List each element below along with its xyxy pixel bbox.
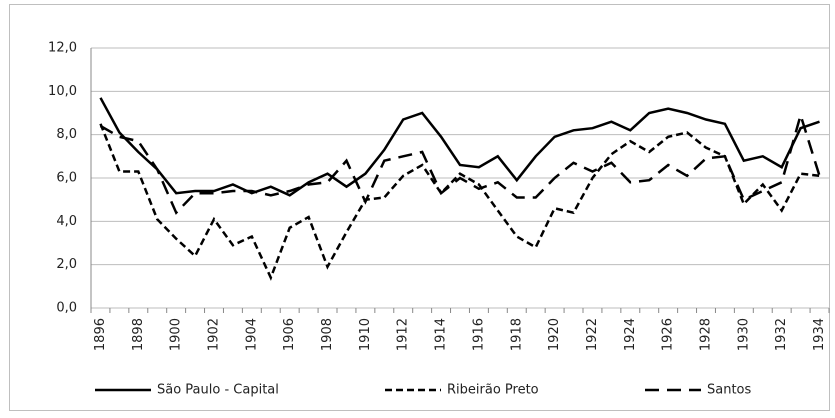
x-tick-label: 1920 bbox=[547, 318, 562, 351]
x-tick-label: 1904 bbox=[244, 318, 259, 351]
x-tick-label: 1932 bbox=[774, 318, 789, 351]
x-tick-label: 1906 bbox=[282, 318, 297, 351]
x-tick-label: 1896 bbox=[93, 318, 108, 351]
x-tick-label: 1910 bbox=[358, 318, 373, 351]
legend-label: Santos bbox=[707, 383, 752, 398]
series-line bbox=[99, 97, 820, 197]
chart-border bbox=[9, 4, 830, 411]
y-tick-label: 2,0 bbox=[56, 257, 77, 272]
series-line bbox=[99, 123, 820, 281]
x-tick-label: 1928 bbox=[699, 318, 714, 351]
y-tick-label: 10,0 bbox=[48, 84, 77, 99]
legend-label: Ribeirão Preto bbox=[447, 383, 539, 398]
legend-label: São Paulo - Capital bbox=[157, 383, 279, 398]
x-tick-label: 1934 bbox=[812, 318, 827, 351]
x-tick-label: 1926 bbox=[661, 318, 676, 351]
x-tick-label: 1898 bbox=[131, 318, 146, 351]
y-tick-label: 8,0 bbox=[56, 127, 77, 142]
x-tick-label: 1930 bbox=[736, 318, 751, 351]
x-tick-label: 1916 bbox=[471, 318, 486, 351]
y-tick-label: 6,0 bbox=[56, 171, 77, 186]
y-tick-label: 12,0 bbox=[48, 41, 77, 56]
series-line bbox=[99, 110, 821, 215]
x-tick-label: 1912 bbox=[396, 318, 411, 351]
x-tick-label: 1918 bbox=[509, 318, 524, 351]
x-tick-label: 1902 bbox=[207, 318, 222, 351]
x-tick-label: 1908 bbox=[320, 318, 335, 351]
y-tick-label: 0,0 bbox=[56, 301, 77, 316]
x-tick-label: 1924 bbox=[623, 318, 638, 351]
y-tick-label: 4,0 bbox=[56, 214, 77, 229]
x-tick-label: 1922 bbox=[585, 318, 600, 351]
x-tick-label: 1900 bbox=[169, 318, 184, 351]
x-tick-label: 1914 bbox=[434, 318, 449, 351]
